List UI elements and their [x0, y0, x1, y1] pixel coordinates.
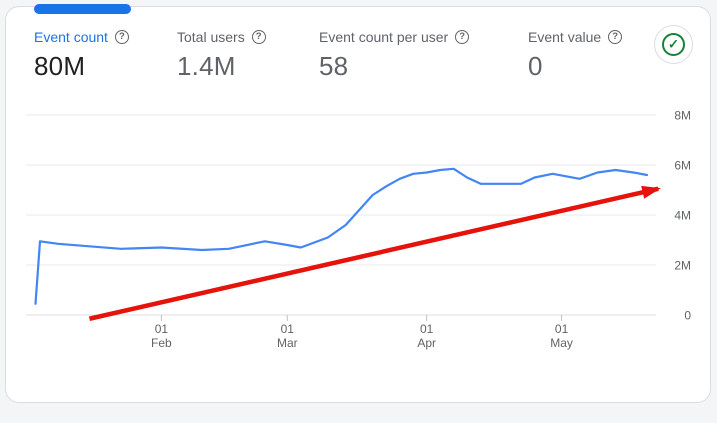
metric-value: 58 — [319, 51, 349, 81]
metric-tab-event-value[interactable]: Event value ? 0 — [528, 29, 623, 82]
metrics-card: Event count ? 80M Total users ? 1.4M Eve… — [5, 4, 711, 403]
data-quality-button[interactable]: ✓ — [654, 25, 693, 64]
metric-tab-event-count[interactable]: Event count ? 80M — [34, 29, 129, 82]
help-icon[interactable]: ? — [608, 30, 623, 44]
metric-tab-total-users[interactable]: Total users ? 1.4M — [177, 29, 266, 82]
help-icon[interactable]: ? — [455, 30, 470, 44]
metric-label: Event value — [528, 29, 602, 45]
selected-tab-indicator — [34, 4, 131, 14]
help-icon[interactable]: ? — [251, 30, 266, 44]
metric-label: Event count — [34, 29, 108, 45]
check-circle-icon: ✓ — [662, 33, 685, 56]
metric-label: Event count per user — [319, 29, 449, 45]
check-icon: ✓ — [668, 36, 679, 52]
metric-value: 80M — [34, 51, 86, 81]
help-icon[interactable]: ? — [114, 30, 129, 44]
metric-label: Total users — [177, 29, 245, 45]
metric-value: 0 — [528, 51, 543, 81]
metric-value: 1.4M — [177, 51, 236, 81]
metric-tab-event-count-per-user[interactable]: Event count per user ? 58 — [319, 29, 470, 82]
